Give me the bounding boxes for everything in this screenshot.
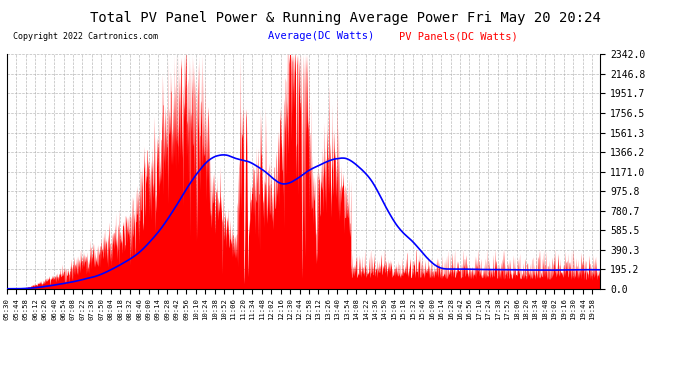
Text: Copyright 2022 Cartronics.com: Copyright 2022 Cartronics.com <box>13 33 158 42</box>
Text: PV Panels(DC Watts): PV Panels(DC Watts) <box>399 32 518 42</box>
Text: Average(DC Watts): Average(DC Watts) <box>268 32 374 42</box>
Text: Total PV Panel Power & Running Average Power Fri May 20 20:24: Total PV Panel Power & Running Average P… <box>90 11 600 25</box>
